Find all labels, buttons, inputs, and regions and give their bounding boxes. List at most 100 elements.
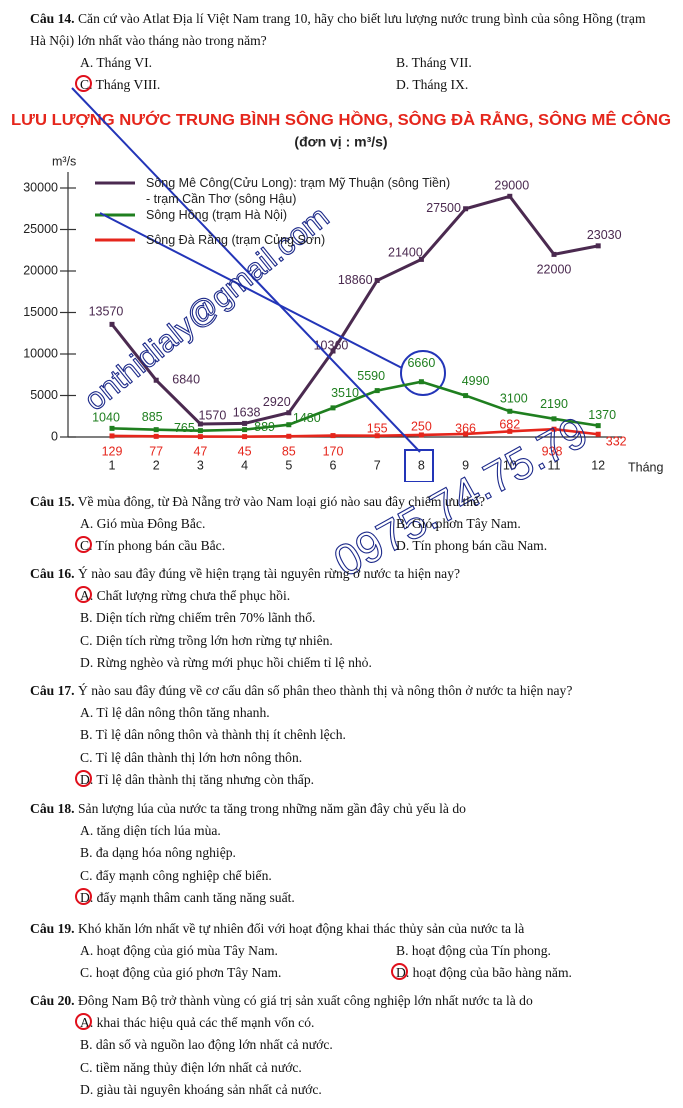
data-point [374,388,380,394]
data-point [595,423,601,429]
option: D. Tháng IX. [396,74,656,96]
option: A. khai thác hiệu quả các thế mạnh vốn c… [75,1012,660,1034]
option-text: B. Tháng VII. [396,55,472,70]
option: A. Chất lượng rừng chưa thể phục hồi. [75,585,660,607]
option: B. Tháng VII. [396,52,656,74]
option-text: A. hoạt động của gió mùa Tây Nam. [80,943,278,958]
option-text: B. Tỉ lệ dân nông thôn và thành thị ít c… [80,727,346,743]
data-label: 6840 [172,373,200,387]
option: D. Tín phong bán cầu Nam. [396,535,656,557]
option: C. Tín phong bán cầu Bắc. [75,535,396,557]
question-text: Đông Nam Bộ trở thành vùng có giá trị sả… [77,993,533,1008]
option-text: D. hoạt động của bão hàng năm. [396,965,572,981]
data-label: 18860 [338,273,373,287]
data-label: 170 [323,444,344,458]
data-label: 1480 [293,411,321,425]
option: B. Gió phơn Tây Nam. [396,513,656,535]
options: A. tăng diện tích lúa mùa. B. đa dạng hóa… [75,820,660,910]
option-text: C. tiềm năng thủy điện lớn nhất cả nước. [80,1059,302,1075]
option-text: A. tăng diện tích lúa mùa. [80,823,221,838]
option: C. đẩy mạnh công nghiệp chế biến. [80,865,660,887]
x-tick-label: 4 [241,458,248,472]
x-tick-label: 9 [462,458,469,472]
option: D. giàu tài nguyên khoáng sản nhất cả nư… [80,1079,660,1101]
question-label: Câu 16. [30,566,75,581]
question-label: Câu 14. [30,11,75,26]
option-text: A. Tháng VI. [80,55,152,70]
data-label: 13570 [89,305,124,319]
data-point [330,405,336,411]
data-label: 1370 [588,408,616,422]
question-stem: Câu 18. Sản lượng lúa của nước ta tăng t… [30,798,660,820]
data-point [418,432,424,438]
question-text: Căn cứ vào Atlat Địa lí Việt Nam trang 1… [30,11,646,48]
option-text: D. đẩy mạnh thâm canh tăng năng suất. [80,890,295,906]
data-point [507,408,513,414]
option-text: A. Gió mùa Đông Bắc. [80,516,206,531]
question: Câu 20. Đông Nam Bộ trở thành vùng có gi… [30,990,660,1102]
data-point [109,321,115,327]
data-label: 21400 [388,246,423,260]
data-label: 2190 [540,397,568,411]
data-label: 682 [499,417,520,431]
option: C. Diện tích rừng trồng lớn hơn rừng tự … [80,630,660,652]
data-label: 1570 [198,408,226,422]
data-point [153,427,159,433]
data-point [463,206,469,212]
option-text: D. Tín phong bán cầu Nam. [396,538,548,554]
option: B. Diện tích rừng chiếm trên 70% lãnh th… [80,607,660,629]
option-text: A. Chất lượng rừng chưa thể phục hồi. [80,588,291,603]
data-label: 6660 [407,356,435,370]
question-text: Ý nào sau đây đúng về hiện trạng tài ngu… [77,566,461,581]
data-label: 1040 [92,411,120,425]
question-stem: Câu 20. Đông Nam Bộ trở thành vùng có gi… [30,990,660,1012]
y-axis-label: m³/s [52,154,76,168]
question-label: Câu 15. [30,494,75,509]
data-point [463,431,469,437]
option-text: C. Diện tích rừng trồng lớn hơn rừng tự … [80,632,333,648]
data-label: 4990 [462,374,490,388]
option-text: D. giàu tài nguyên khoáng sản nhất cả nư… [80,1082,322,1098]
x-tick-label: 12 [591,458,605,472]
answer-circle [75,536,92,554]
option: B. Tỉ lệ dân nông thôn và thành thị ít c… [80,724,660,746]
data-point [374,277,380,283]
data-label: 85 [282,444,296,458]
data-label: 332 [606,434,627,448]
chart: LƯU LƯỢNG NƯỚC TRUNG BÌNH SÔNG HỒNG, SÔN… [11,111,671,482]
option-text: D. Rừng nghèo và rừng mới phục hồi chiếm… [80,655,372,671]
data-point [286,433,292,439]
data-label: 5590 [357,369,385,383]
y-tick-label: 20000 [23,263,58,277]
question: Câu 17. Ý nào sau đây đúng về cơ cấu dân… [30,680,660,792]
data-label: 129 [102,444,123,458]
answer-circle [75,770,92,788]
data-label: 889 [254,420,275,434]
data-point [551,251,557,257]
question-text: Sản lượng lúa của nước ta tăng trong nhữ… [77,801,466,816]
answer-circle [75,888,92,906]
question-label: Câu 18. [30,801,75,816]
data-label: 250 [411,419,432,433]
answer-circle [391,963,408,981]
data-point [197,428,203,434]
data-label: 23030 [587,228,622,242]
option-text: C. Tín phong bán cầu Bắc. [80,538,226,554]
option: D. Rừng nghèo và rừng mới phục hồi chiếm… [80,652,660,674]
data-label: 22000 [537,263,572,277]
data-label: 2920 [263,395,291,409]
option-text: C. hoạt động của gió phơn Tây Nam. [80,965,282,981]
answer-circle [75,1013,92,1030]
answer-circle [75,75,92,93]
chart-subtitle: (đơn vị : m³/s) [294,134,387,150]
x-tick-label: 3 [197,458,204,472]
y-tick-label: 15000 [23,305,58,319]
x-tick-label: 7 [374,458,381,472]
option: D. Tỉ lệ dân thành thị tăng nhưng còn th… [75,769,660,791]
option: B. dân số và nguồn lao động lớn nhất cả … [80,1034,660,1056]
data-point [595,243,601,249]
options: A. Tỉ lệ dân nông thôn tăng nhanh. B. Tỉ … [75,702,660,792]
data-point [286,422,292,428]
question-stem: Câu 14. Căn cứ vào Atlat Địa lí Việt Nam… [30,8,660,52]
